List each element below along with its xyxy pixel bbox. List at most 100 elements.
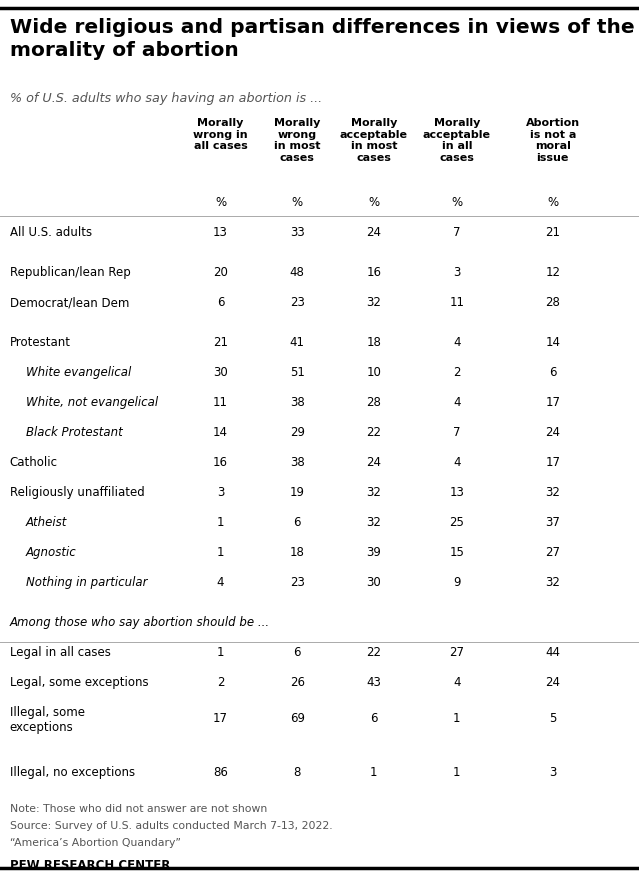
- Text: 41: 41: [289, 336, 305, 349]
- Text: Atheist: Atheist: [26, 516, 67, 529]
- Text: Catholic: Catholic: [10, 456, 58, 469]
- Text: 6: 6: [293, 516, 301, 529]
- Text: 16: 16: [213, 456, 228, 469]
- Text: 38: 38: [289, 396, 305, 409]
- Text: 1: 1: [217, 646, 224, 659]
- Text: 7: 7: [453, 426, 461, 439]
- Text: 17: 17: [213, 712, 228, 725]
- Text: 18: 18: [289, 546, 305, 559]
- Text: % of U.S. adults who say having an abortion is ...: % of U.S. adults who say having an abort…: [10, 92, 321, 105]
- Text: 39: 39: [366, 546, 381, 559]
- Text: “America’s Abortion Quandary”: “America’s Abortion Quandary”: [10, 838, 181, 848]
- Text: 24: 24: [545, 426, 560, 439]
- Text: White evangelical: White evangelical: [26, 366, 131, 379]
- Text: Legal in all cases: Legal in all cases: [10, 646, 111, 659]
- Text: 44: 44: [545, 646, 560, 659]
- Text: 30: 30: [213, 366, 228, 379]
- Text: 13: 13: [449, 486, 465, 499]
- Text: 20: 20: [213, 266, 228, 279]
- Text: 8: 8: [293, 766, 301, 779]
- Text: Morally
acceptable
in all
cases: Morally acceptable in all cases: [423, 118, 491, 163]
- Text: 28: 28: [366, 396, 381, 409]
- Text: 6: 6: [549, 366, 557, 379]
- Text: 28: 28: [545, 296, 560, 309]
- Text: 32: 32: [366, 296, 381, 309]
- Text: 32: 32: [545, 576, 560, 589]
- Text: Morally
wrong in
all cases: Morally wrong in all cases: [193, 118, 248, 151]
- Text: 27: 27: [449, 646, 465, 659]
- Text: 69: 69: [289, 712, 305, 725]
- Text: 38: 38: [289, 456, 305, 469]
- Text: 24: 24: [366, 226, 381, 239]
- Text: 32: 32: [545, 486, 560, 499]
- Text: Morally
wrong
in most
cases: Morally wrong in most cases: [274, 118, 320, 163]
- Text: 22: 22: [366, 646, 381, 659]
- Text: Republican/lean Rep: Republican/lean Rep: [10, 266, 130, 279]
- Text: 4: 4: [217, 576, 224, 589]
- Text: Agnostic: Agnostic: [26, 546, 76, 559]
- Text: Abortion
is not a
moral
issue: Abortion is not a moral issue: [526, 118, 580, 163]
- Text: 15: 15: [449, 546, 465, 559]
- Text: 30: 30: [366, 576, 381, 589]
- Text: %: %: [291, 196, 303, 209]
- Text: 14: 14: [545, 336, 560, 349]
- Text: %: %: [547, 196, 558, 209]
- Text: 32: 32: [366, 486, 381, 499]
- Text: 32: 32: [366, 516, 381, 529]
- Text: Black Protestant: Black Protestant: [26, 426, 122, 439]
- Text: 4: 4: [453, 336, 461, 349]
- Text: 29: 29: [289, 426, 305, 439]
- Text: %: %: [215, 196, 226, 209]
- Text: 21: 21: [213, 336, 228, 349]
- Text: 17: 17: [545, 396, 560, 409]
- Text: Morally
acceptable
in most
cases: Morally acceptable in most cases: [340, 118, 408, 163]
- Text: 3: 3: [217, 486, 224, 499]
- Text: 11: 11: [449, 296, 465, 309]
- Text: 12: 12: [545, 266, 560, 279]
- Text: Protestant: Protestant: [10, 336, 70, 349]
- Text: %: %: [368, 196, 380, 209]
- Text: 23: 23: [289, 576, 305, 589]
- Text: PEW RESEARCH CENTER: PEW RESEARCH CENTER: [10, 859, 170, 872]
- Text: Among those who say abortion should be ...: Among those who say abortion should be .…: [10, 616, 270, 629]
- Text: 3: 3: [549, 766, 557, 779]
- Text: Illegal, no exceptions: Illegal, no exceptions: [10, 766, 135, 779]
- Text: Illegal, some
exceptions: Illegal, some exceptions: [10, 706, 84, 734]
- Text: 86: 86: [213, 766, 228, 779]
- Text: 2: 2: [217, 676, 224, 689]
- Text: 6: 6: [370, 712, 378, 725]
- Text: 4: 4: [453, 396, 461, 409]
- Text: Source: Survey of U.S. adults conducted March 7-13, 2022.: Source: Survey of U.S. adults conducted …: [10, 821, 332, 831]
- Text: Nothing in particular: Nothing in particular: [26, 576, 147, 589]
- Text: 1: 1: [453, 712, 461, 725]
- Text: 24: 24: [545, 676, 560, 689]
- Text: 25: 25: [449, 516, 465, 529]
- Text: 24: 24: [366, 456, 381, 469]
- Text: Religiously unaffiliated: Religiously unaffiliated: [10, 486, 144, 499]
- Text: 1: 1: [217, 516, 224, 529]
- Text: 19: 19: [289, 486, 305, 499]
- Text: 51: 51: [289, 366, 305, 379]
- Text: 21: 21: [545, 226, 560, 239]
- Text: 6: 6: [293, 646, 301, 659]
- Text: Democrat/lean Dem: Democrat/lean Dem: [10, 296, 129, 309]
- Text: 48: 48: [289, 266, 305, 279]
- Text: 33: 33: [289, 226, 305, 239]
- Text: 13: 13: [213, 226, 228, 239]
- Text: 3: 3: [453, 266, 461, 279]
- Text: 43: 43: [366, 676, 381, 689]
- Text: 37: 37: [545, 516, 560, 529]
- Text: 10: 10: [366, 366, 381, 379]
- Text: 18: 18: [366, 336, 381, 349]
- Text: 22: 22: [366, 426, 381, 439]
- Text: 14: 14: [213, 426, 228, 439]
- Text: 17: 17: [545, 456, 560, 469]
- Text: 6: 6: [217, 296, 224, 309]
- Text: 1: 1: [453, 766, 461, 779]
- Text: 26: 26: [289, 676, 305, 689]
- Text: Legal, some exceptions: Legal, some exceptions: [10, 676, 148, 689]
- Text: White, not evangelical: White, not evangelical: [26, 396, 158, 409]
- Text: 27: 27: [545, 546, 560, 559]
- Text: 23: 23: [289, 296, 305, 309]
- Text: 9: 9: [453, 576, 461, 589]
